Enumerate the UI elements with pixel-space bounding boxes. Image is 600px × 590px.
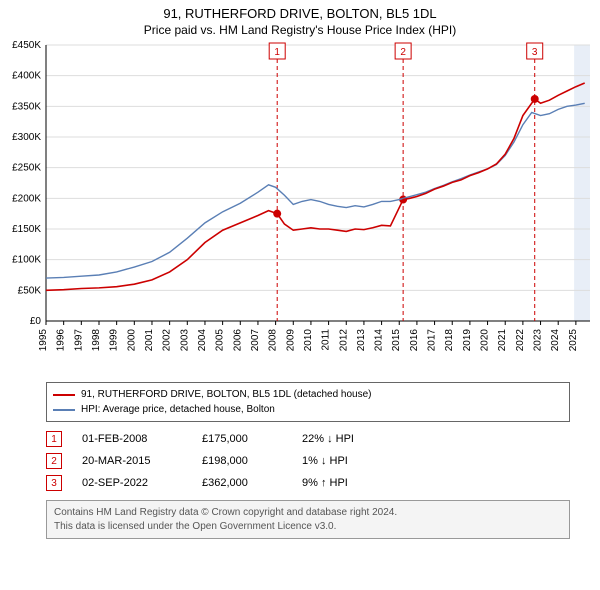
chart-subtitle: Price paid vs. HM Land Registry's House …	[0, 21, 600, 41]
x-tick-label: 2021	[497, 329, 508, 352]
x-tick-label: 2003	[179, 329, 190, 352]
legend-label: 91, RUTHERFORD DRIVE, BOLTON, BL5 1DL (d…	[81, 387, 371, 402]
y-tick-label: £100K	[12, 255, 41, 266]
x-tick-label: 1997	[73, 329, 84, 352]
x-tick-label: 2023	[533, 329, 544, 352]
x-tick-label: 2005	[215, 329, 226, 352]
y-tick-label: £0	[30, 316, 42, 327]
legend-item: HPI: Average price, detached house, Bolt…	[53, 402, 563, 417]
event-marker: 2	[400, 47, 406, 58]
x-tick-label: 2000	[126, 329, 137, 352]
x-tick-label: 1998	[91, 329, 102, 352]
transaction-date: 01-FEB-2008	[82, 433, 202, 445]
series-hpi	[46, 103, 585, 278]
line-chart: £0 £50K £100K £150K £200K £250K £300K £350K £400…	[0, 41, 600, 371]
chart-area: £0 £50K £100K £150K £200K £250K £300K £350K £400…	[0, 41, 600, 376]
footnote-line: Contains HM Land Registry data © Crown c…	[54, 506, 562, 520]
x-tick-label: 2019	[462, 329, 473, 352]
transaction-marker: 1	[46, 431, 62, 447]
x-tick-label: 2016	[409, 329, 420, 352]
x-tick-label: 2013	[356, 329, 367, 352]
event-marker: 1	[274, 47, 280, 58]
transaction-row: 2 20-MAR-2015£198,0001% ↓ HPI	[46, 450, 570, 472]
transactions-table: 1 01-FEB-2008£175,00022% ↓ HPI 2 20-MAR-201…	[46, 428, 570, 494]
legend: 91, RUTHERFORD DRIVE, BOLTON, BL5 1DL (d…	[46, 382, 570, 422]
legend-swatch	[53, 394, 75, 396]
transaction-date: 20-MAR-2015	[82, 455, 202, 467]
x-tick-label: 2011	[321, 329, 332, 351]
transaction-price: £362,000	[202, 477, 302, 489]
transaction-price: £198,000	[202, 455, 302, 467]
footnote-line: This data is licensed under the Open Gov…	[54, 520, 562, 534]
x-tick-label: 2012	[338, 329, 349, 352]
y-tick-label: £450K	[12, 41, 41, 51]
x-tick-label: 2010	[303, 329, 314, 352]
x-tick-label: 2008	[268, 329, 279, 352]
x-tick-label: 2020	[480, 329, 491, 352]
x-tick-label: 2009	[285, 329, 296, 352]
transaction-row: 1 01-FEB-2008£175,00022% ↓ HPI	[46, 428, 570, 450]
y-tick-label: £150K	[12, 224, 41, 235]
event-marker: 3	[532, 47, 538, 58]
x-tick-label: 2014	[374, 329, 385, 352]
y-tick-label: £350K	[12, 101, 41, 112]
x-tick-label: 2025	[568, 329, 579, 352]
transaction-delta: 22% ↓ HPI	[302, 433, 422, 445]
x-tick-label: 2024	[550, 329, 561, 352]
x-tick-label: 1996	[56, 329, 67, 352]
x-tick-label: 2017	[427, 329, 438, 352]
legend-item: 91, RUTHERFORD DRIVE, BOLTON, BL5 1DL (d…	[53, 387, 563, 402]
transaction-marker: 3	[46, 475, 62, 491]
y-tick-label: £250K	[12, 163, 41, 174]
transaction-date: 02-SEP-2022	[82, 477, 202, 489]
y-tick-label: £200K	[12, 193, 41, 204]
x-tick-label: 2004	[197, 329, 208, 352]
x-tick-label: 2022	[515, 329, 526, 352]
x-tick-label: 2007	[250, 329, 261, 352]
x-tick-label: 2002	[162, 329, 173, 352]
transaction-delta: 9% ↑ HPI	[302, 477, 422, 489]
x-tick-label: 2006	[232, 329, 243, 352]
legend-label: HPI: Average price, detached house, Bolt…	[81, 402, 275, 417]
transaction-price: £175,000	[202, 433, 302, 445]
chart-title: 91, RUTHERFORD DRIVE, BOLTON, BL5 1DL	[0, 0, 600, 21]
legend-swatch	[53, 409, 75, 411]
y-tick-label: £400K	[12, 71, 41, 82]
x-tick-label: 1999	[109, 329, 120, 352]
transaction-marker: 2	[46, 453, 62, 469]
footnote: Contains HM Land Registry data © Crown c…	[46, 500, 570, 539]
y-tick-label: £300K	[12, 132, 41, 143]
x-tick-label: 2018	[444, 329, 455, 352]
transaction-delta: 1% ↓ HPI	[302, 455, 422, 467]
x-tick-label: 1995	[38, 329, 49, 352]
x-tick-label: 2001	[144, 329, 155, 352]
x-tick-label: 2015	[391, 329, 402, 352]
y-tick-label: £50K	[18, 285, 42, 296]
transaction-row: 3 02-SEP-2022£362,0009% ↑ HPI	[46, 472, 570, 494]
